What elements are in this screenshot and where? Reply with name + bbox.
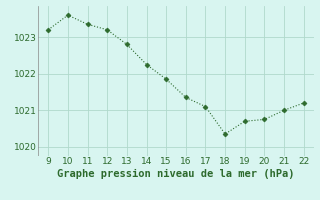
X-axis label: Graphe pression niveau de la mer (hPa): Graphe pression niveau de la mer (hPa) <box>57 169 295 179</box>
